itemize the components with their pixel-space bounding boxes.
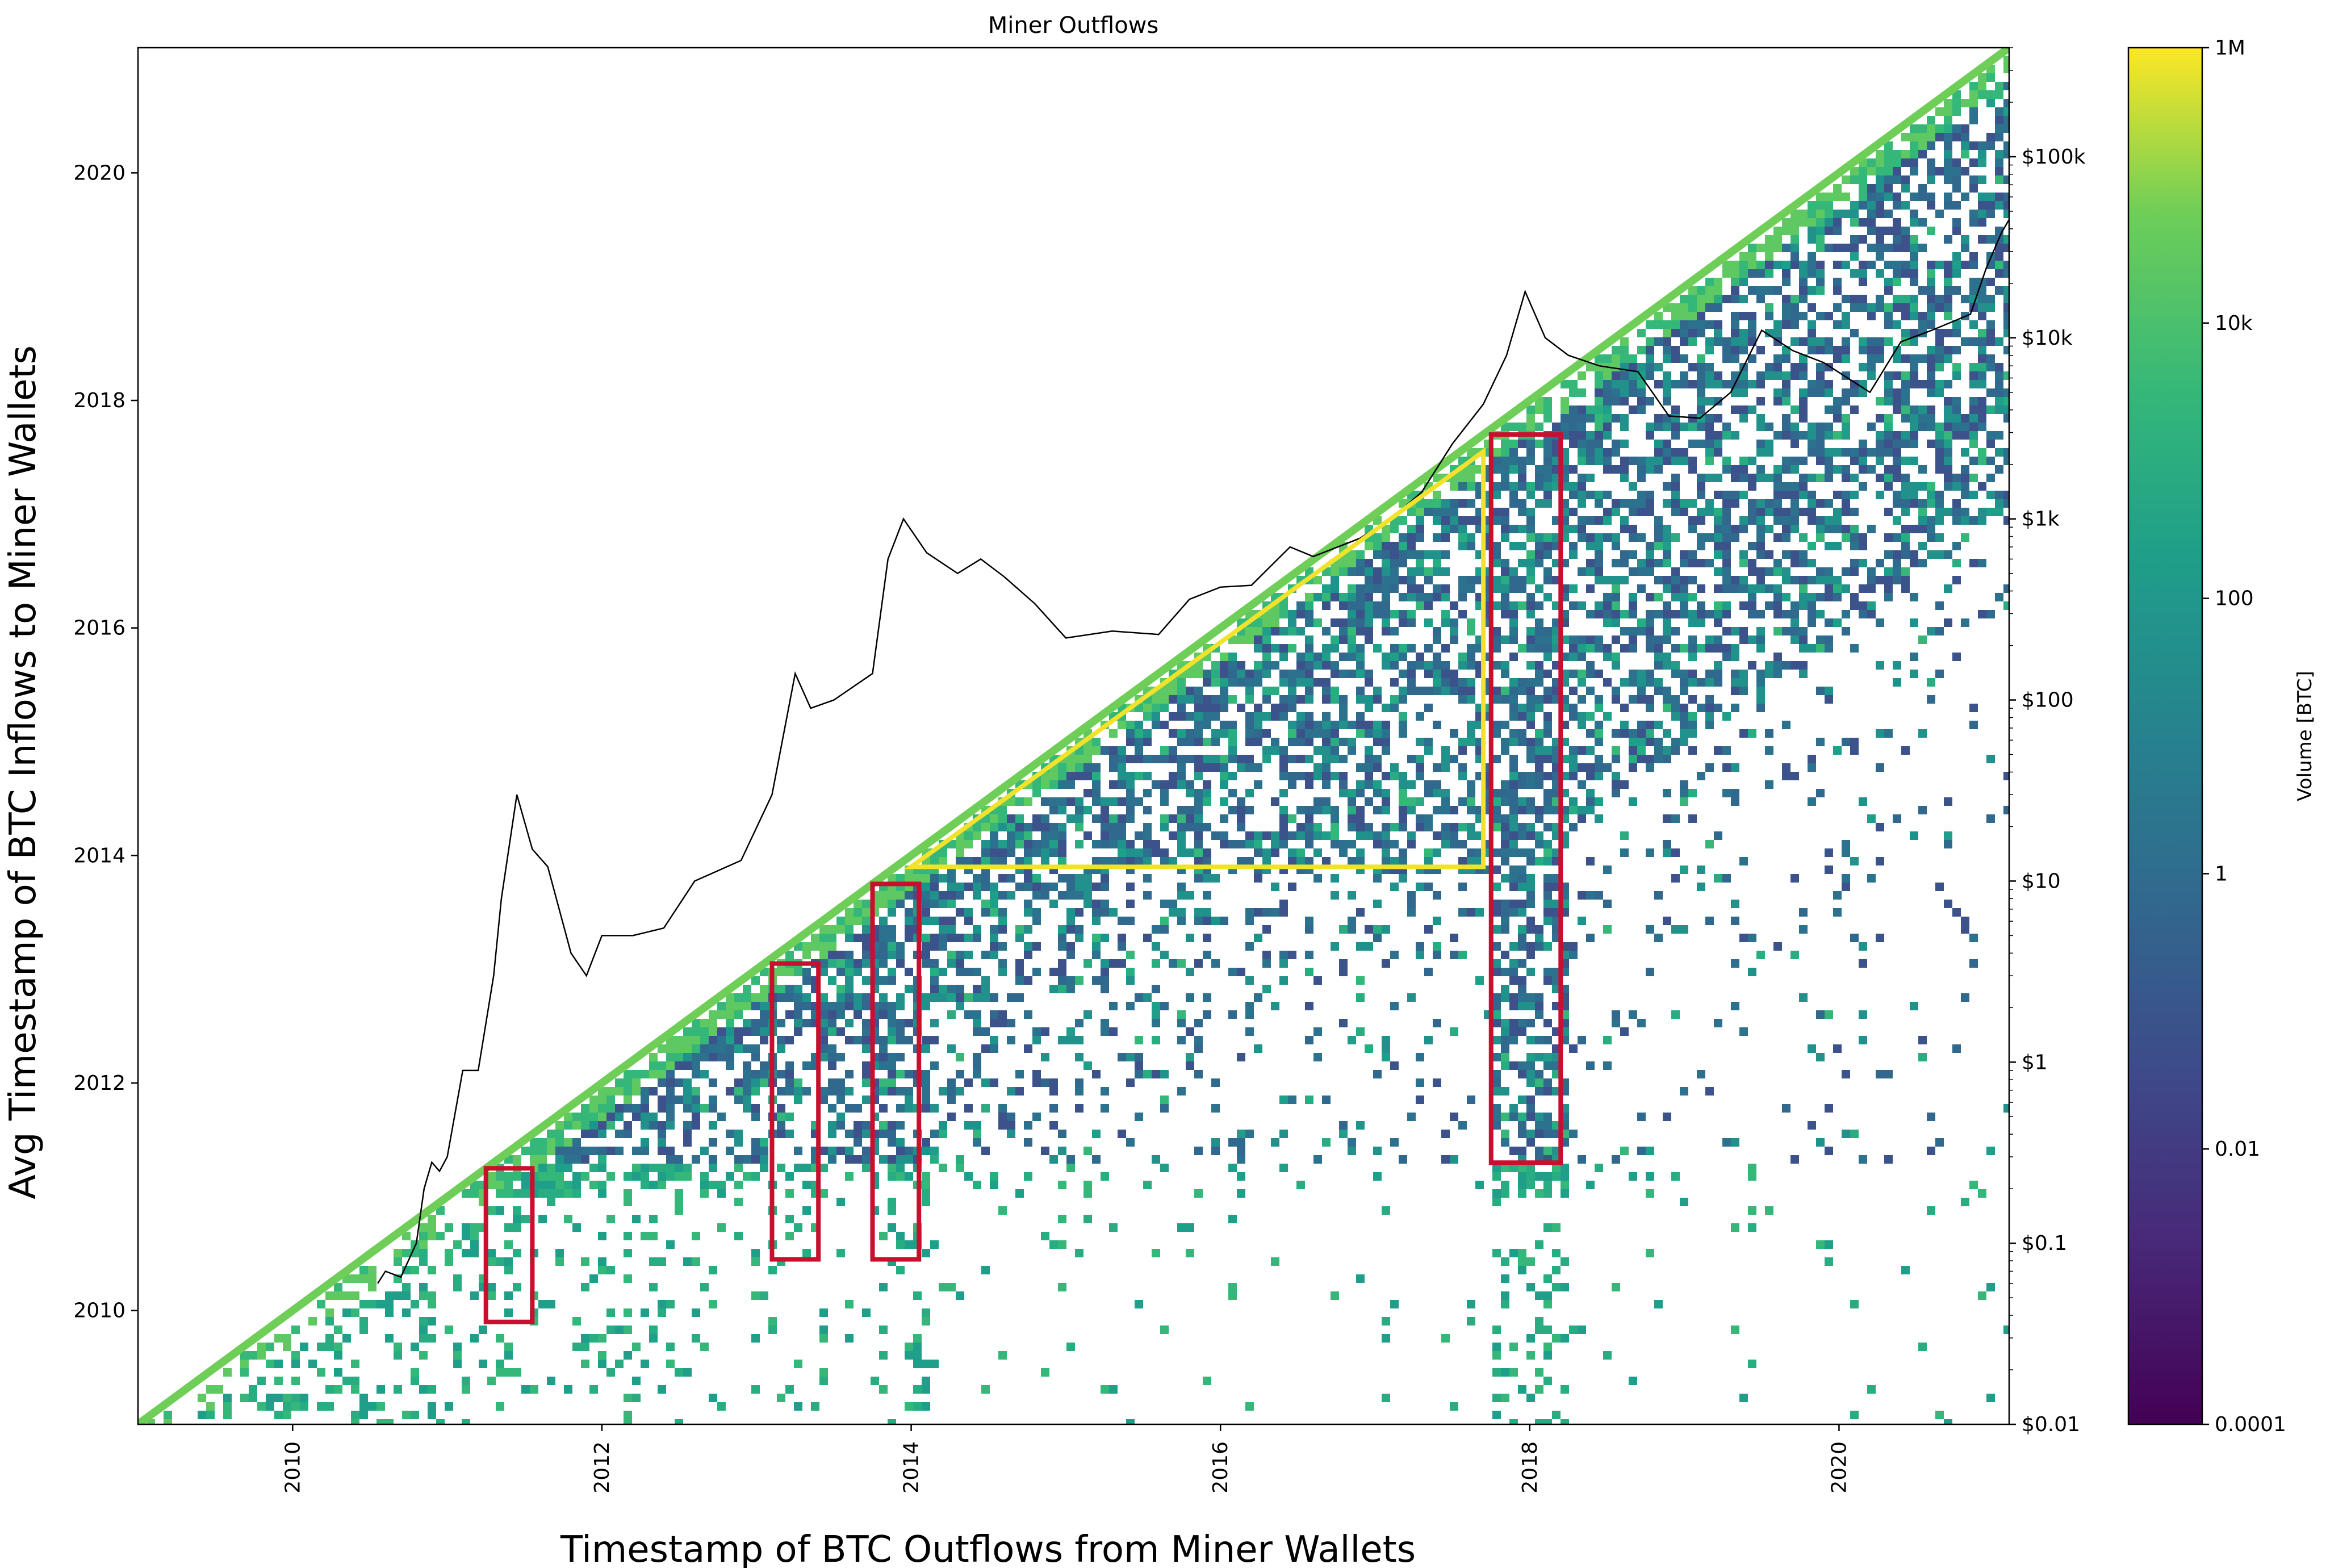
x-axis-label: Timestamp of BTC Outflows from Miner Wal… <box>560 1529 1416 1568</box>
plot-frame <box>137 47 2010 1425</box>
highlight-box-4 <box>1488 432 1563 1165</box>
price-tick-label: $0.01 <box>2022 1413 2080 1436</box>
price-tick-label: $10k <box>2022 327 2073 350</box>
y-tick-label: 2010 <box>73 1299 125 1323</box>
colorbar-tick-label: 0.0001 <box>2215 1413 2286 1436</box>
y-tick-label: 2012 <box>73 1072 125 1095</box>
y-tick-label: 2016 <box>73 617 125 640</box>
colorbar-tick-label: 1 <box>2215 862 2228 885</box>
x-axis: 2010 2012 2014 2016 2018 2020 <box>281 1424 1851 1494</box>
x-tick-label: 2018 <box>1518 1441 1542 1494</box>
diagonal-edge <box>138 48 2009 1424</box>
heatmap-cell-group <box>164 73 2009 1424</box>
price-axis: $0.01 $0.1 $1 $10 $100 $1k $10k $100k <box>2009 47 2086 1436</box>
y-axis-label: Avg Timestamp of BTC Inflows to Miner Wa… <box>2 345 44 1199</box>
x-tick-label: 2020 <box>1827 1441 1851 1494</box>
price-tick-label: $100 <box>2022 689 2074 712</box>
price-tick-label: $10 <box>2022 869 2061 893</box>
colorbar-ticks: 0.0001 0.01 1 100 10k 1M <box>2202 36 2286 1436</box>
x-tick-label: 2016 <box>1209 1441 1232 1494</box>
heatmap-cell-group <box>147 56 2009 1424</box>
x-tick-label: 2014 <box>900 1441 923 1494</box>
colorbar <box>2127 47 2203 1425</box>
y-tick-label: 2014 <box>73 844 125 867</box>
price-tick-label: $1 <box>2022 1051 2048 1074</box>
highlight-box-2 <box>769 961 821 1262</box>
highlight-box-3 <box>870 881 922 1262</box>
price-tick-label: $1k <box>2022 508 2060 531</box>
x-tick-label: 2010 <box>281 1441 304 1494</box>
chart-title: Miner Outflows <box>988 12 1159 39</box>
heatmap-cell-group <box>564 82 2009 1164</box>
y-axis: 2010 2012 2014 2016 2018 2020 <box>73 161 138 1323</box>
price-tick-label: $0.1 <box>2022 1232 2067 1255</box>
colorbar-tick-label: 1M <box>2215 36 2245 60</box>
colorbar-tick-label: 10k <box>2215 312 2253 335</box>
y-tick-label: 2018 <box>73 389 125 412</box>
heatmap-cell-group <box>581 116 2009 1164</box>
price-series-line <box>377 219 2009 1284</box>
highlight-triangle <box>904 447 1486 869</box>
colorbar-label: Volume [BTC] <box>2294 671 2316 801</box>
colorbar-tick-label: 100 <box>2215 587 2254 611</box>
highlight-regions <box>483 432 1563 1324</box>
y-tick-label: 2020 <box>73 161 125 185</box>
price-tick-label: $100k <box>2022 145 2086 169</box>
x-tick-label: 2012 <box>591 1441 614 1494</box>
colorbar-tick-label: 0.01 <box>2215 1138 2260 1161</box>
highlight-box-1 <box>483 1166 535 1324</box>
